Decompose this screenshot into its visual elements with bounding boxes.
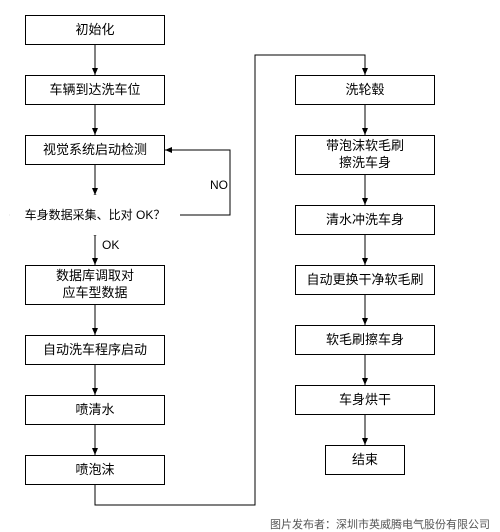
branch-label-ok: OK xyxy=(102,238,119,252)
branch-label-no: NO xyxy=(210,178,228,192)
node-n4: 数据库调取对 应车型数据 xyxy=(25,265,165,305)
node-n2: 车辆到达洗车位 xyxy=(25,75,165,105)
node-n10: 清水冲洗车身 xyxy=(295,205,435,235)
decision-label-d1: 车身数据采集、比对 OK？ xyxy=(10,195,180,235)
node-n14: 结束 xyxy=(325,445,405,475)
node-n7: 喷泡沫 xyxy=(25,455,165,485)
flowchart-canvas: 初始化车辆到达洗车位视觉系统启动检测车身数据采集、比对 OK？ 数据库调取对 应车… xyxy=(0,0,500,531)
node-n12: 软毛刷擦车身 xyxy=(295,325,435,355)
footer-credit: 图片发布者：深圳市英威腾电气股份有限公司 xyxy=(270,516,490,532)
node-n6: 喷清水 xyxy=(25,395,165,425)
node-n3: 视觉系统启动检测 xyxy=(25,135,165,165)
node-n5: 自动洗车程序启动 xyxy=(25,335,165,365)
node-n8: 洗轮毂 xyxy=(295,75,435,105)
node-n13: 车身烘干 xyxy=(295,385,435,415)
node-n11: 自动更换干净软毛刷 xyxy=(295,265,435,295)
node-n9: 带泡沫软毛刷 擦洗车身 xyxy=(295,135,435,175)
node-n1: 初始化 xyxy=(25,15,165,45)
